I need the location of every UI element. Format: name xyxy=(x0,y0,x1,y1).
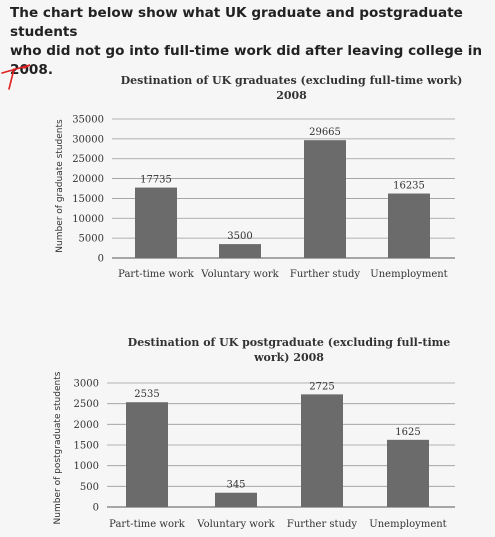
y-tick-label: 30000 xyxy=(72,134,104,145)
y-tick-label: 2500 xyxy=(74,399,99,410)
heading-line-1: The chart below show what UK graduate an… xyxy=(10,5,463,40)
page-heading: The chart below show what UK graduate an… xyxy=(10,4,490,80)
data-label: 29665 xyxy=(309,127,341,138)
y-tick-label: 2000 xyxy=(74,420,99,431)
pen-scribble-icon xyxy=(1,64,31,90)
y-axis-label: Number of postgraduate students xyxy=(53,371,63,524)
chart-title-line-1: Destination of UK postgraduate (excludin… xyxy=(128,336,451,349)
y-tick-label: 20000 xyxy=(72,174,104,185)
graduates-bar-chart: Destination of UK graduates (excluding f… xyxy=(55,74,463,280)
bar-part-time-work xyxy=(126,402,168,507)
y-tick-label: 1500 xyxy=(74,441,99,452)
bar-further-study xyxy=(301,394,343,507)
data-label: 16235 xyxy=(393,181,425,192)
bar-voluntary-work xyxy=(219,244,261,258)
y-tick-label: 0 xyxy=(98,254,104,265)
chart-title-line-2: work) 2008 xyxy=(253,351,324,364)
y-axis-label: Number of graduate students xyxy=(55,119,65,253)
category-label: Voluntary work xyxy=(196,519,275,530)
data-label: 1625 xyxy=(395,427,420,438)
heading-line-2: who did not go into full-time work did a… xyxy=(10,43,483,78)
y-tick-label: 35000 xyxy=(72,115,104,126)
y-tick-label: 1000 xyxy=(74,461,99,472)
bar-voluntary-work xyxy=(215,492,257,507)
bar-part-time-work xyxy=(135,187,177,258)
bar-further-study xyxy=(304,140,346,258)
bar-unemployment xyxy=(387,439,429,507)
y-tick-label: 25000 xyxy=(72,154,104,165)
postgraduates-bar-chart: Destination of UK postgraduate (excludin… xyxy=(53,336,455,530)
data-label: 2725 xyxy=(309,381,334,392)
data-label: 345 xyxy=(226,480,245,491)
chart-title-line-1: Destination of UK graduates (excluding f… xyxy=(121,74,463,87)
y-tick-label: 0 xyxy=(93,503,99,514)
data-label: 2535 xyxy=(134,389,159,400)
y-tick-label: 500 xyxy=(80,482,99,493)
y-tick-label: 15000 xyxy=(72,194,104,205)
y-tick-label: 5000 xyxy=(79,234,104,245)
y-tick-label: 10000 xyxy=(72,214,104,225)
category-label: Part-time work xyxy=(118,269,195,280)
data-label: 3500 xyxy=(227,231,252,242)
category-label: Unemployment xyxy=(370,269,447,280)
category-label: Further study xyxy=(290,269,360,280)
category-label: Part-time work xyxy=(109,519,186,530)
data-label: 17735 xyxy=(140,175,172,186)
category-label: Further study xyxy=(287,519,357,530)
category-label: Voluntary work xyxy=(200,269,279,280)
bar-unemployment xyxy=(388,193,430,258)
chart-title-line-2: 2008 xyxy=(276,89,307,102)
y-tick-label: 3000 xyxy=(74,379,99,390)
category-label: Unemployment xyxy=(369,519,446,530)
